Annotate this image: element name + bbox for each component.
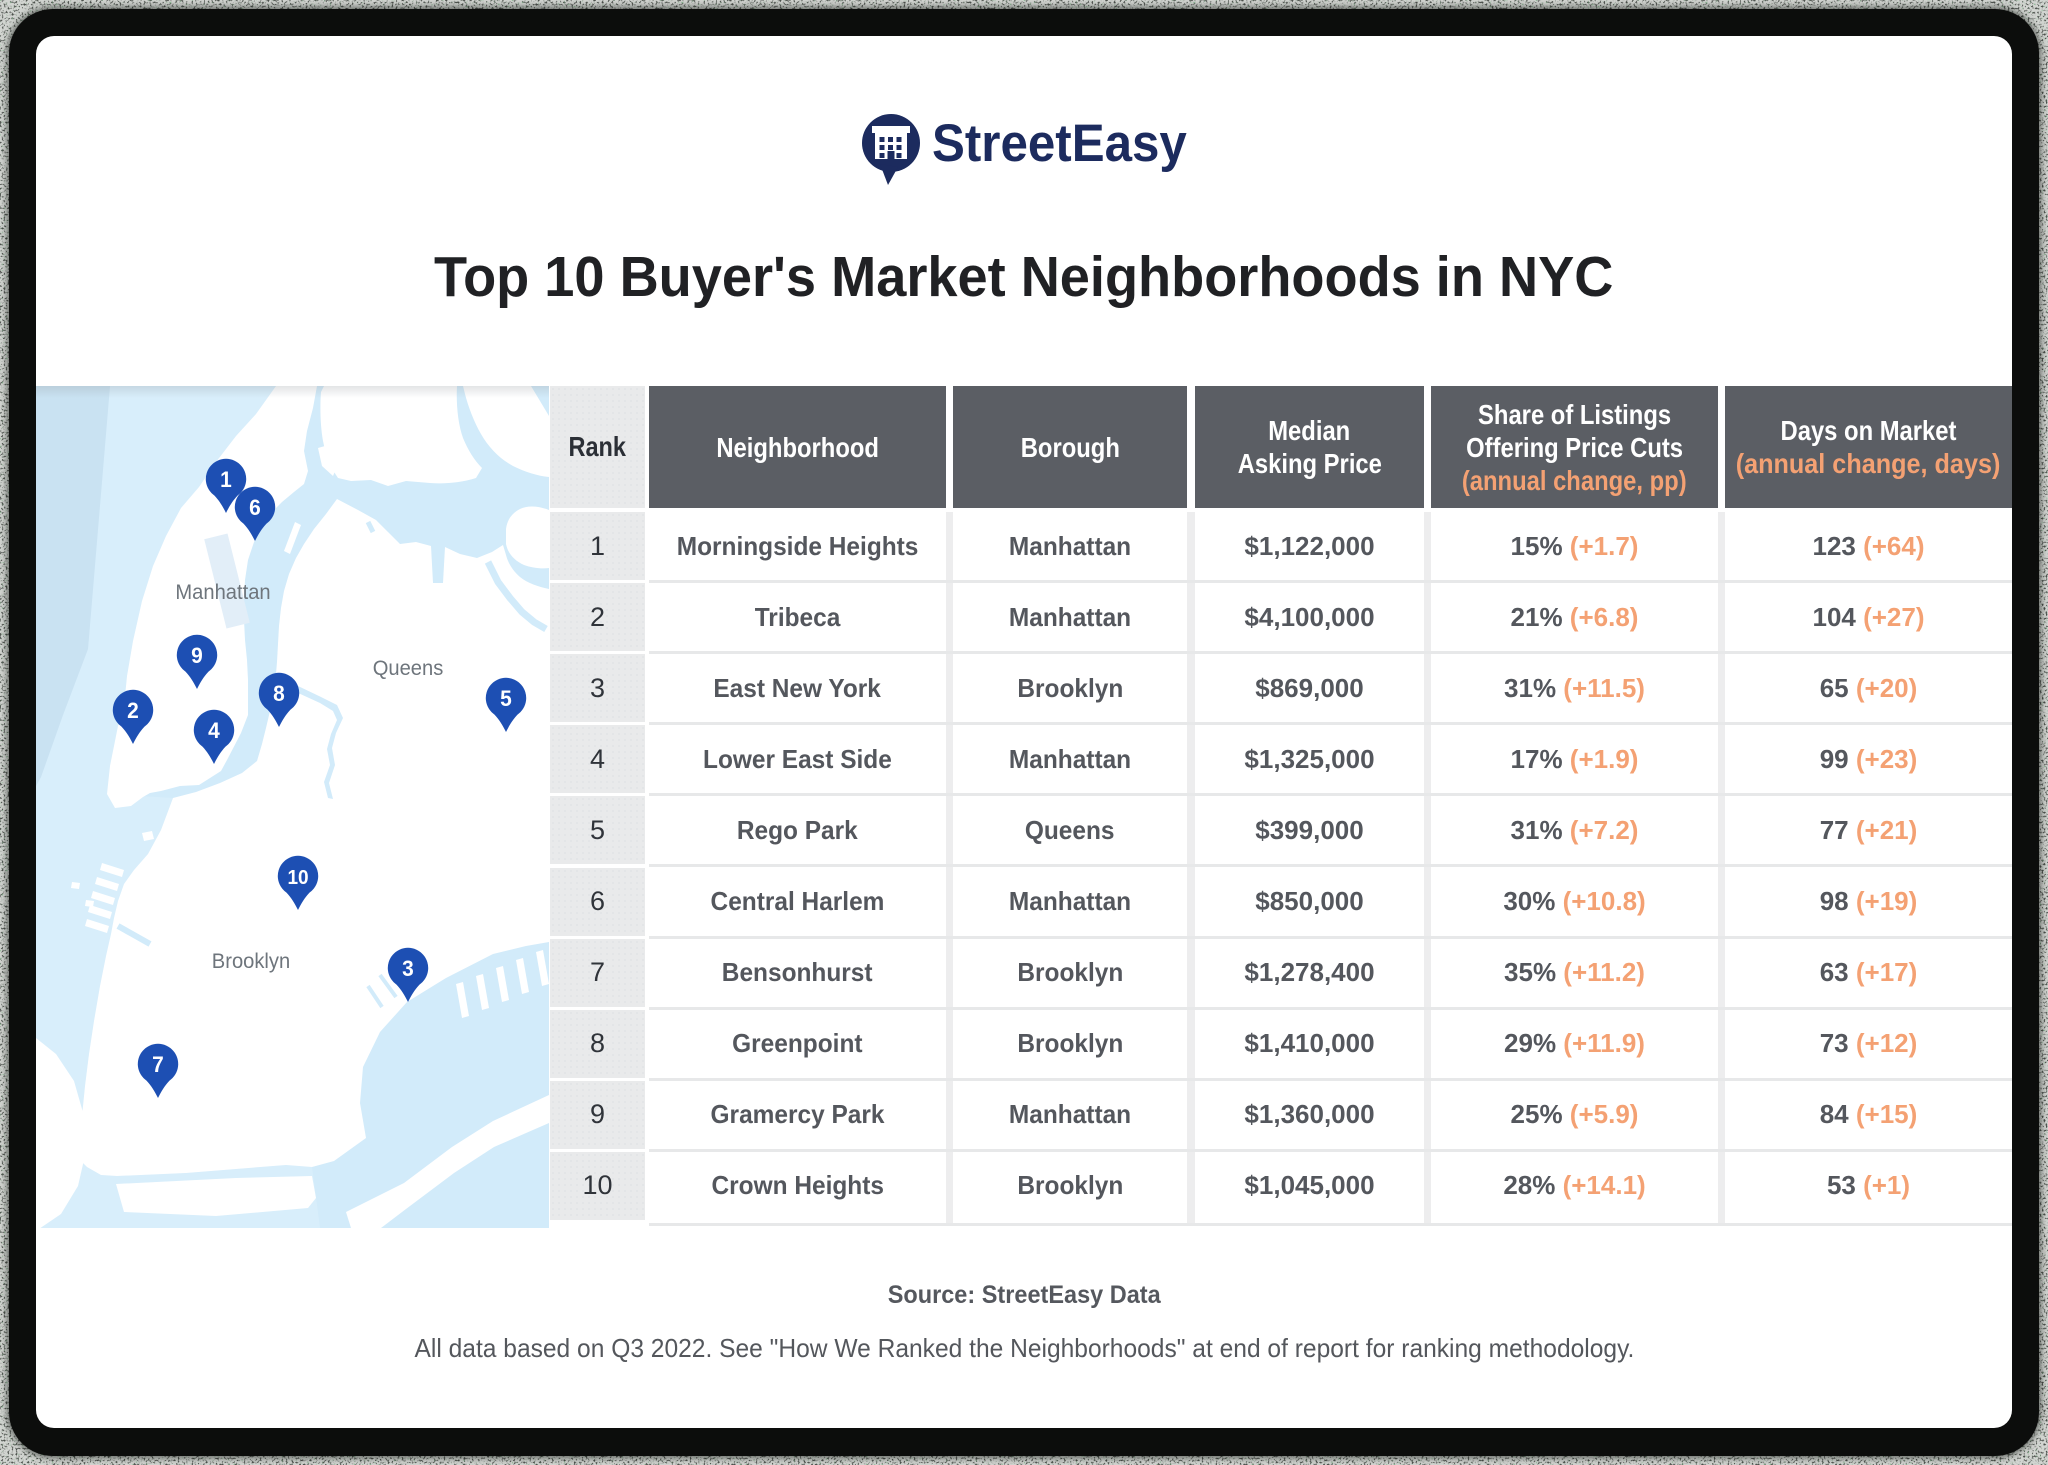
svg-text:3: 3	[402, 957, 414, 982]
svg-text:2: 2	[127, 699, 139, 724]
svg-text:7: 7	[152, 1053, 164, 1078]
svg-text:Manhattan: Manhattan	[175, 581, 270, 604]
svg-text:10: 10	[287, 867, 308, 890]
svg-text:9: 9	[191, 644, 203, 669]
svg-text:1: 1	[220, 468, 232, 493]
svg-text:Queens: Queens	[373, 657, 444, 680]
svg-text:4: 4	[208, 719, 220, 744]
svg-text:5: 5	[500, 687, 512, 712]
svg-text:8: 8	[273, 682, 285, 707]
svg-text:Brooklyn: Brooklyn	[212, 950, 290, 973]
svg-text:6: 6	[249, 496, 261, 521]
